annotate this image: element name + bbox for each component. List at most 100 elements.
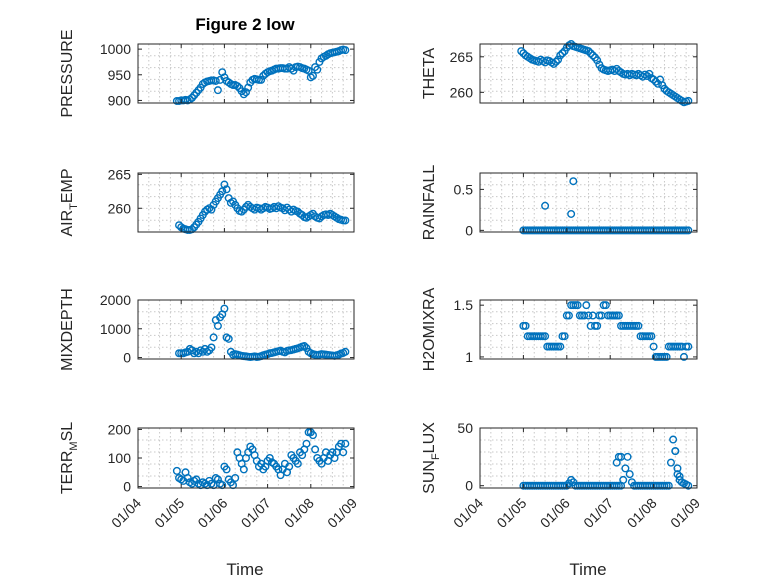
data-point (213, 475, 222, 484)
subplot-pressure: 900 950 1000 PRESSURE (59, 29, 355, 118)
data-point (308, 431, 317, 440)
y-tick-label: 1 (465, 349, 473, 365)
data-point (556, 51, 565, 60)
y-tick-label: 1.5 (454, 297, 474, 313)
data-point (684, 96, 693, 105)
data-point (621, 464, 630, 473)
series-terr_msl (172, 428, 350, 490)
y-tick-label: 50 (457, 420, 473, 436)
y-tick-label: 1000 (100, 41, 131, 57)
data-point (207, 205, 216, 214)
data-point (569, 177, 578, 186)
y-axis-label-subscript: M (68, 441, 80, 450)
series-rainfall (519, 177, 693, 235)
subplot-theta: 260 265 THETA (421, 40, 698, 107)
data-point (192, 475, 201, 484)
data-point (614, 311, 623, 320)
y-tick-label: 0.5 (454, 181, 474, 197)
y-axis-label: RAINFALL (421, 165, 438, 241)
y-axis-label: PRESSURE (59, 29, 76, 117)
series-h2omixra (519, 301, 693, 361)
data-point (302, 439, 311, 448)
y-tick-label: 1000 (100, 321, 131, 337)
data-point (684, 481, 693, 490)
data-point (209, 333, 218, 342)
figure-title: Figure 2 low (195, 15, 295, 34)
data-point (643, 71, 652, 80)
data-point (580, 311, 589, 320)
y-axis-label-subscript: F (430, 453, 442, 460)
y-tick-label: 200 (108, 421, 132, 437)
data-point (669, 435, 678, 444)
y-tick-label: 0 (465, 222, 473, 238)
y-axis-label-main: RAINFALL (421, 165, 438, 241)
data-point (239, 465, 248, 474)
y-tick-label: 100 (108, 450, 132, 466)
y-tick-label: 0 (123, 479, 131, 495)
data-point (237, 207, 246, 216)
data-point (541, 201, 550, 210)
data-point (311, 445, 320, 454)
axes-box (137, 172, 355, 233)
y-axis-label-main: MIXDEPTH (59, 288, 76, 371)
y-tick-label: 265 (450, 49, 474, 65)
y-axis-label-main: PRESSURE (59, 29, 76, 117)
data-point (558, 49, 567, 58)
y-axis-label-tail: SL (59, 422, 76, 442)
y-axis-label: THETA (421, 48, 438, 100)
y-axis-label-main: AIR (59, 210, 76, 237)
subplot-h2omixra: 1 1.5 H2OMIXRA (421, 287, 698, 371)
data-point (341, 46, 350, 55)
y-axis-label: H2OMIXRA (421, 287, 438, 371)
data-point (231, 474, 240, 483)
series-air_temp (175, 180, 350, 234)
x-axis-label-left: Time (226, 560, 263, 579)
axes-box (137, 43, 355, 104)
series-sun_flux (519, 435, 693, 490)
data-point (172, 466, 181, 475)
data-point (586, 49, 595, 58)
data-point (241, 88, 250, 97)
data-point (551, 57, 560, 66)
data-point (564, 311, 573, 320)
data-point (562, 481, 571, 490)
axes-box (479, 172, 698, 233)
data-point (617, 452, 626, 461)
data-point (601, 301, 610, 310)
subplot-air_temp: 260 265 AIRTEMP (59, 166, 355, 237)
data-point (300, 342, 309, 351)
data-point (239, 90, 248, 99)
y-tick-label: 0 (123, 350, 131, 366)
data-point (213, 86, 222, 95)
y-axis-label-subscript: T (68, 203, 80, 210)
y-axis-label-main: H2OMIXRA (421, 287, 438, 371)
data-point (593, 56, 602, 65)
y-axis-label-tail: LUX (421, 422, 438, 453)
y-axis-label: AIRTEMP (59, 168, 80, 236)
data-point (554, 55, 563, 64)
data-point (187, 225, 196, 234)
data-point (673, 464, 682, 473)
y-axis-label-tail: EMP (59, 168, 76, 203)
data-point (556, 342, 565, 351)
data-point (541, 332, 550, 341)
y-tick-label: 260 (450, 84, 474, 100)
y-axis-label-main: THETA (421, 48, 438, 100)
y-tick-label: 2000 (100, 292, 131, 308)
y-axis-label-main: SUN (421, 460, 438, 494)
data-point (224, 334, 233, 343)
data-point (218, 187, 227, 196)
data-point (183, 474, 192, 483)
data-point (341, 439, 350, 448)
data-point (567, 475, 576, 484)
y-tick-label: 260 (108, 200, 132, 216)
data-point (664, 481, 673, 490)
data-point (341, 216, 350, 225)
data-point (649, 342, 658, 351)
data-point (653, 79, 662, 88)
data-point (341, 347, 350, 356)
axes-box (479, 427, 698, 489)
data-point (308, 71, 317, 80)
axes-box (137, 299, 355, 360)
